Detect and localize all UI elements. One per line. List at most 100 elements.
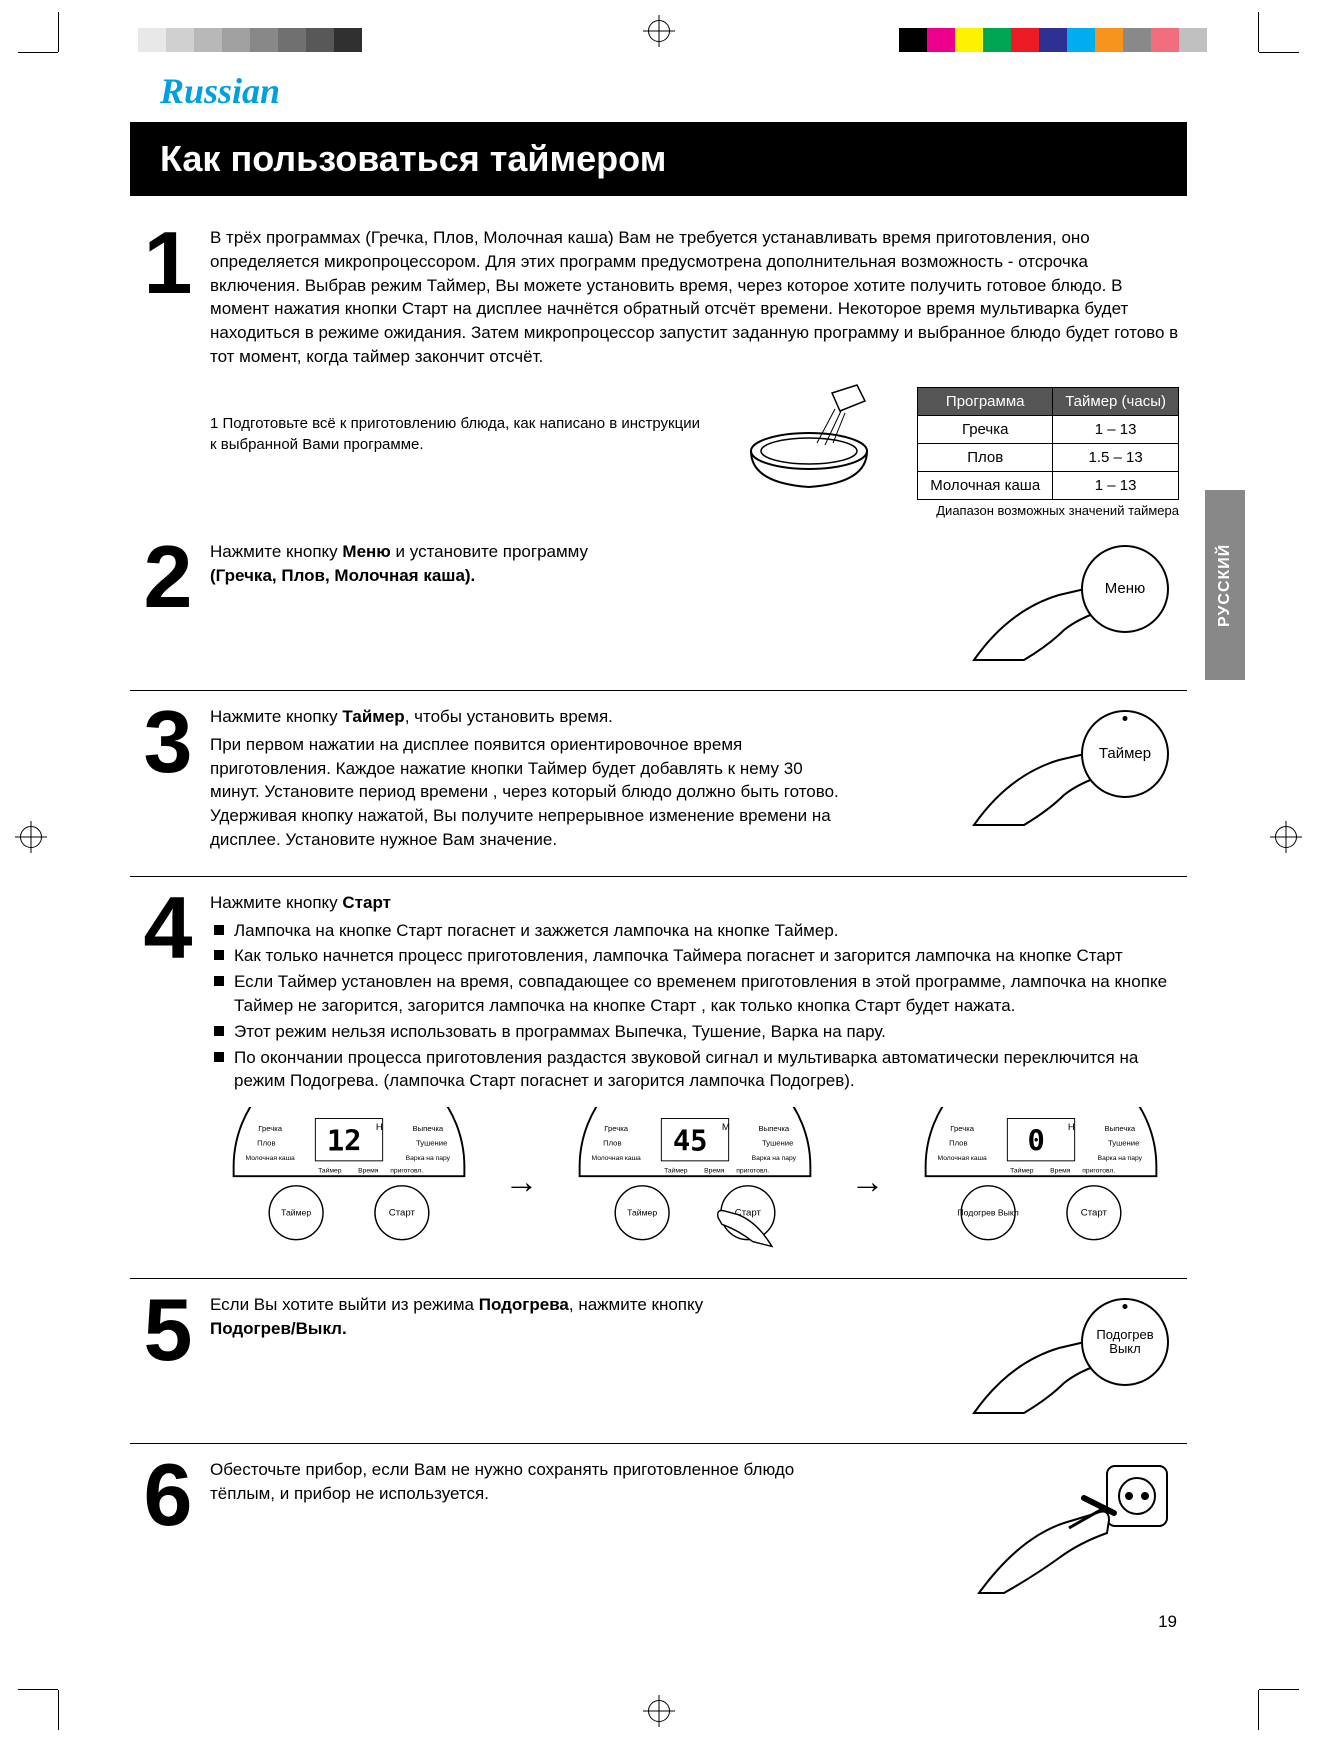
- reg-mark-bottom: [0, 1700, 1317, 1722]
- step-number: 6: [138, 1458, 198, 1605]
- step-number: 1: [138, 226, 198, 520]
- step2-text: Нажмите кнопку Меню и установите програм…: [210, 540, 949, 588]
- press-warm-illustration: Подогрев Выкл: [969, 1293, 1179, 1423]
- bowl-illustration: [737, 383, 887, 493]
- display-panel-2: Гречка Плов Молочная каша Выпечка Тушени…: [570, 1107, 820, 1258]
- step-2: 2 Нажмите кнопку Меню и установите прогр…: [130, 540, 1187, 670]
- step-number: 3: [138, 705, 198, 856]
- page-title: Как пользоваться таймером: [130, 122, 1187, 196]
- svg-text:Варка на пару: Варка на пару: [405, 1155, 450, 1162]
- step-4: 4 Нажмите кнопку Старт Лампочка на кнопк…: [130, 891, 1187, 1258]
- table-cell: Молочная каша: [918, 471, 1053, 499]
- step-number: 5: [138, 1293, 198, 1423]
- arrow-icon: →: [851, 1159, 885, 1207]
- svg-text:Время: Время: [358, 1168, 379, 1175]
- svg-text:Таймер: Таймер: [318, 1167, 342, 1175]
- svg-text:Плов: Плов: [949, 1139, 967, 1148]
- warm-button-icon: Подогрев Выкл: [1081, 1298, 1169, 1386]
- svg-text:Таймер: Таймер: [1010, 1167, 1034, 1175]
- bullet-item: Этот режим нельзя использовать в програм…: [214, 1020, 1179, 1044]
- step-6: 6 Обесточьте прибор, если Вам не нужно с…: [130, 1458, 1187, 1605]
- svg-text:Гречка: Гречка: [604, 1124, 629, 1133]
- reg-mark-top: [0, 20, 1317, 42]
- svg-text:Таймер: Таймер: [627, 1208, 657, 1218]
- press-timer-illustration: Таймер: [969, 705, 1179, 835]
- svg-text:H: H: [375, 1122, 382, 1133]
- step-number: 4: [138, 891, 198, 1258]
- timer-button-icon: Таймер: [1081, 710, 1169, 798]
- side-thumb-tab: РУССКИЙ: [1205, 490, 1245, 680]
- table-header: Таймер (часы): [1053, 387, 1179, 415]
- step4-heading: Нажмите кнопку Старт: [210, 891, 1179, 915]
- svg-text:Варка на пару: Варка на пару: [751, 1155, 796, 1162]
- step1-paragraph: В трёх программах (Гречка, Плов, Молочна…: [210, 226, 1179, 369]
- timer-range-block: ПрограммаТаймер (часы) Гречка1 – 13 Плов…: [917, 383, 1179, 520]
- table-cell: 1 – 13: [1053, 471, 1179, 499]
- timer-range-table: ПрограммаТаймер (часы) Гречка1 – 13 Плов…: [917, 387, 1179, 500]
- crop-mark: [58, 1650, 98, 1690]
- svg-text:Подогрев Выкл: Подогрев Выкл: [957, 1208, 1018, 1218]
- step-number: 2: [138, 540, 198, 670]
- language-label: Russian: [160, 70, 1187, 112]
- display-panels-row: Гречка Плов Молочная каша Выпечка Тушени…: [210, 1107, 1179, 1258]
- svg-text:12: 12: [326, 1123, 361, 1157]
- bullet-item: Лампочка на кнопке Старт погаснет и зажж…: [214, 919, 1179, 943]
- svg-text:Выпечка: Выпечка: [412, 1124, 443, 1133]
- step3-line1: Нажмите кнопку Таймер, чтобы установить …: [210, 705, 949, 729]
- svg-text:приготовл.: приготовл.: [1082, 1168, 1115, 1175]
- page-number: 19: [1158, 1612, 1177, 1632]
- svg-text:Тушение: Тушение: [761, 1139, 792, 1148]
- bullet-item: По окончании процесса приготовления разд…: [214, 1046, 1179, 1094]
- svg-text:Молочная каша: Молочная каша: [245, 1155, 295, 1162]
- step-5: 5 Если Вы хотите выйти из режима Подогре…: [130, 1293, 1187, 1423]
- table-caption: Диапазон возможных значений таймера: [917, 502, 1179, 520]
- svg-text:приготовл.: приготовл.: [736, 1168, 769, 1175]
- svg-text:Варка на пару: Варка на пару: [1097, 1155, 1142, 1162]
- table-cell: 1.5 – 13: [1053, 443, 1179, 471]
- step5-text: Если Вы хотите выйти из режима Подогрева…: [210, 1293, 949, 1341]
- svg-text:Молочная каша: Молочная каша: [591, 1155, 641, 1162]
- svg-text:Таймер: Таймер: [664, 1167, 688, 1175]
- svg-text:приготовл.: приготовл.: [390, 1168, 423, 1175]
- crop-mark: [58, 52, 98, 92]
- svg-text:Молочная каша: Молочная каша: [937, 1155, 987, 1162]
- step4-bullets: Лампочка на кнопке Старт погаснет и зажж…: [210, 919, 1179, 1094]
- svg-text:Гречка: Гречка: [950, 1124, 975, 1133]
- svg-text:Тушение: Тушение: [1107, 1139, 1138, 1148]
- svg-text:Выпечка: Выпечка: [1104, 1124, 1135, 1133]
- step-3: 3 Нажмите кнопку Таймер, чтобы установит…: [130, 705, 1187, 856]
- svg-text:M: M: [721, 1122, 729, 1133]
- table-cell: Плов: [918, 443, 1053, 471]
- svg-text:Гречка: Гречка: [258, 1124, 283, 1133]
- table-cell: Гречка: [918, 415, 1053, 443]
- press-menu-illustration: Меню: [969, 540, 1179, 670]
- step-1: 1 В трёх программах (Гречка, Плов, Молоч…: [130, 226, 1187, 520]
- display-panel-1: Гречка Плов Молочная каша Выпечка Тушени…: [224, 1107, 474, 1258]
- svg-text:0: 0: [1027, 1123, 1044, 1157]
- step6-text: Обесточьте прибор, если Вам не нужно сох…: [210, 1458, 850, 1506]
- menu-button-icon: Меню: [1081, 545, 1169, 633]
- arrow-icon: →: [505, 1159, 539, 1207]
- svg-text:Плов: Плов: [603, 1139, 621, 1148]
- bullet-item: Как только начнется процесс приготовлени…: [214, 944, 1179, 968]
- table-header: Программа: [918, 387, 1053, 415]
- svg-text:Старт: Старт: [1080, 1208, 1107, 1219]
- page-content: Russian Как пользоваться таймером РУССКИ…: [130, 70, 1187, 1642]
- svg-text:Плов: Плов: [257, 1139, 275, 1148]
- bullet-item: Если Таймер установлен на время, совпада…: [214, 970, 1179, 1018]
- step1-subnote: 1 Подготовьте всё к приготовлению блюда,…: [210, 383, 707, 455]
- svg-text:H: H: [1067, 1122, 1074, 1133]
- svg-text:Выпечка: Выпечка: [758, 1124, 789, 1133]
- svg-text:Время: Время: [1050, 1168, 1071, 1175]
- svg-text:45: 45: [672, 1123, 707, 1157]
- table-cell: 1 – 13: [1053, 415, 1179, 443]
- crop-mark: [1219, 52, 1259, 92]
- svg-text:Тушение: Тушение: [415, 1139, 446, 1148]
- display-panel-3: Гречка Плов Молочная каша Выпечка Тушени…: [916, 1107, 1166, 1258]
- crop-mark: [1219, 1650, 1259, 1690]
- svg-text:Таймер: Таймер: [281, 1208, 311, 1218]
- step3-paragraph: При первом нажатии на дисплее появится о…: [210, 733, 850, 852]
- unplug-illustration: [969, 1458, 1179, 1605]
- svg-text:Старт: Старт: [388, 1208, 415, 1219]
- svg-text:Время: Время: [704, 1168, 725, 1175]
